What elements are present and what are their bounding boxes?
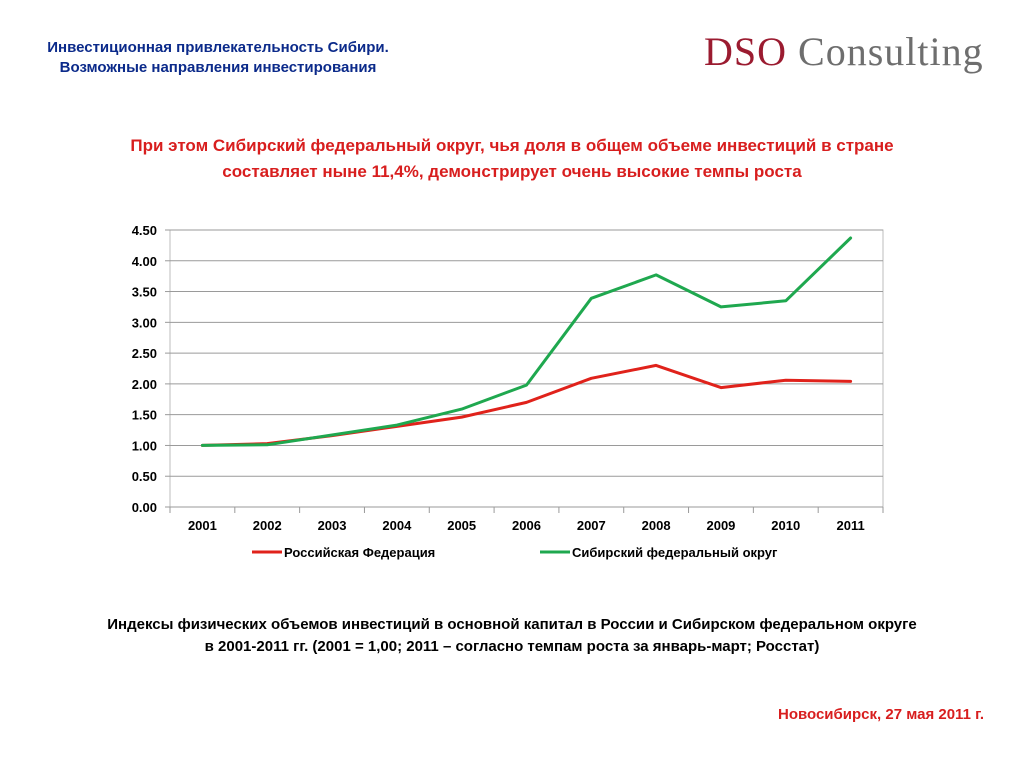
page-title: Инвестиционная привлекательность Сибири.…	[18, 38, 418, 78]
caption-line1: Индексы физических объемов инвестиций в …	[107, 616, 917, 633]
y-tick-label: 3.00	[132, 315, 157, 330]
y-tick-label: 1.00	[132, 438, 157, 453]
series-line-1	[200, 363, 853, 447]
legend-label: Сибирский федеральный округ	[572, 545, 778, 560]
x-tick-label: 2001	[188, 518, 217, 533]
page-title-line2: Возможные направления инвестирования	[59, 59, 377, 76]
y-tick-label: 4.00	[132, 254, 157, 269]
chart-caption: Индексы физических объемов инвестиций в …	[30, 614, 994, 658]
x-tick-label: 2002	[253, 518, 282, 533]
y-tick-label: 1.50	[132, 408, 157, 423]
x-tick-label: 2011	[836, 518, 864, 533]
legend-item-1: Российская Федерация	[252, 545, 435, 560]
x-tick-label: 2007	[577, 518, 606, 533]
headline-line2: составляет ныне 11,4%, демонстрирует оче…	[222, 162, 802, 181]
legend-label: Российская Федерация	[284, 545, 435, 560]
legend-item-2: Сибирский федеральный округ	[540, 545, 778, 560]
caption-line2: в 2001-2011 гг. (2001 = 1,00; 2011 – сог…	[204, 638, 820, 655]
series-line-2	[200, 236, 853, 447]
y-tick-label: 4.50	[132, 223, 157, 238]
y-tick-label: 3.50	[132, 285, 157, 300]
footer-date: Новосибирск, 27 мая 2011 г.	[777, 706, 984, 723]
logo-dso: DSO	[704, 29, 788, 74]
plot-area	[169, 229, 884, 508]
y-tick-label: 2.00	[132, 377, 157, 392]
y-tick-label: 0.00	[132, 500, 157, 515]
x-tick-label: 2005	[447, 518, 476, 533]
x-tick-label: 2006	[512, 518, 541, 533]
x-tick-label: 2009	[706, 518, 735, 533]
company-logo: DSO Consulting	[704, 28, 984, 75]
x-tick-label: 2004	[382, 518, 412, 533]
logo-consulting: Consulting	[798, 29, 984, 74]
slide-headline: При этом Сибирский федеральный округ, чь…	[30, 133, 994, 185]
y-tick-label: 2.50	[132, 346, 157, 361]
y-tick-label: 0.50	[132, 469, 157, 484]
headline-line1: При этом Сибирский федеральный округ, чь…	[130, 136, 894, 155]
x-tick-label: 2003	[318, 518, 347, 533]
x-tick-label: 2010	[771, 518, 800, 533]
x-tick-label: 2008	[642, 518, 671, 533]
page-title-line1: Инвестиционная привлекательность Сибири.	[47, 39, 389, 56]
